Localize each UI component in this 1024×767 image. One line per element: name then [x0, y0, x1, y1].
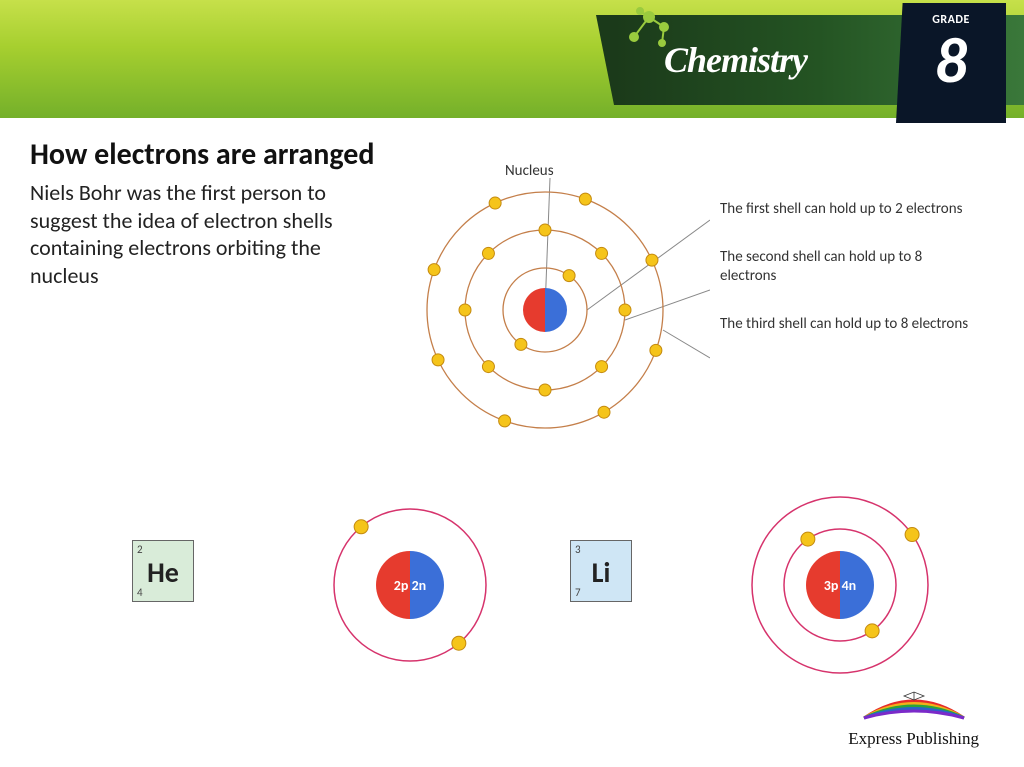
publisher-logo: Express Publishing: [848, 688, 979, 749]
header-band: Chemistry GRADE 8: [0, 0, 1024, 118]
atom-li: 3p 4n: [740, 490, 940, 690]
shell-label-1: The first shell can hold up to 2 electro…: [720, 200, 980, 220]
intro-paragraph: Niels Bohr was the first person to sugge…: [30, 179, 390, 289]
grade-number: 8: [896, 33, 1006, 91]
element-tile-li: 3Li7: [570, 540, 632, 602]
atom-he: 2p 2n: [310, 490, 510, 690]
svg-text:3p 4n: 3p 4n: [824, 577, 856, 594]
svg-text:2p 2n: 2p 2n: [394, 577, 426, 594]
main-atom-diagram: [400, 160, 710, 460]
shell-label-3: The third shell can hold up to 8 electro…: [720, 315, 980, 335]
subject-title: Chemistry: [664, 39, 807, 81]
grade-badge: GRADE 8: [896, 3, 1006, 123]
publisher-name: Express Publishing: [848, 729, 979, 749]
publisher-rainbow-icon: [854, 688, 974, 720]
molecule-icon: [624, 7, 674, 49]
examples-row: 2He4 2p 2n 3Li7 3p 4n: [0, 490, 1024, 690]
element-tile-he: 2He4: [132, 540, 194, 602]
shell-label-2: The second shell can hold up to 8 electr…: [720, 248, 980, 287]
shell-capacity-labels: The first shell can hold up to 2 electro…: [720, 200, 980, 362]
